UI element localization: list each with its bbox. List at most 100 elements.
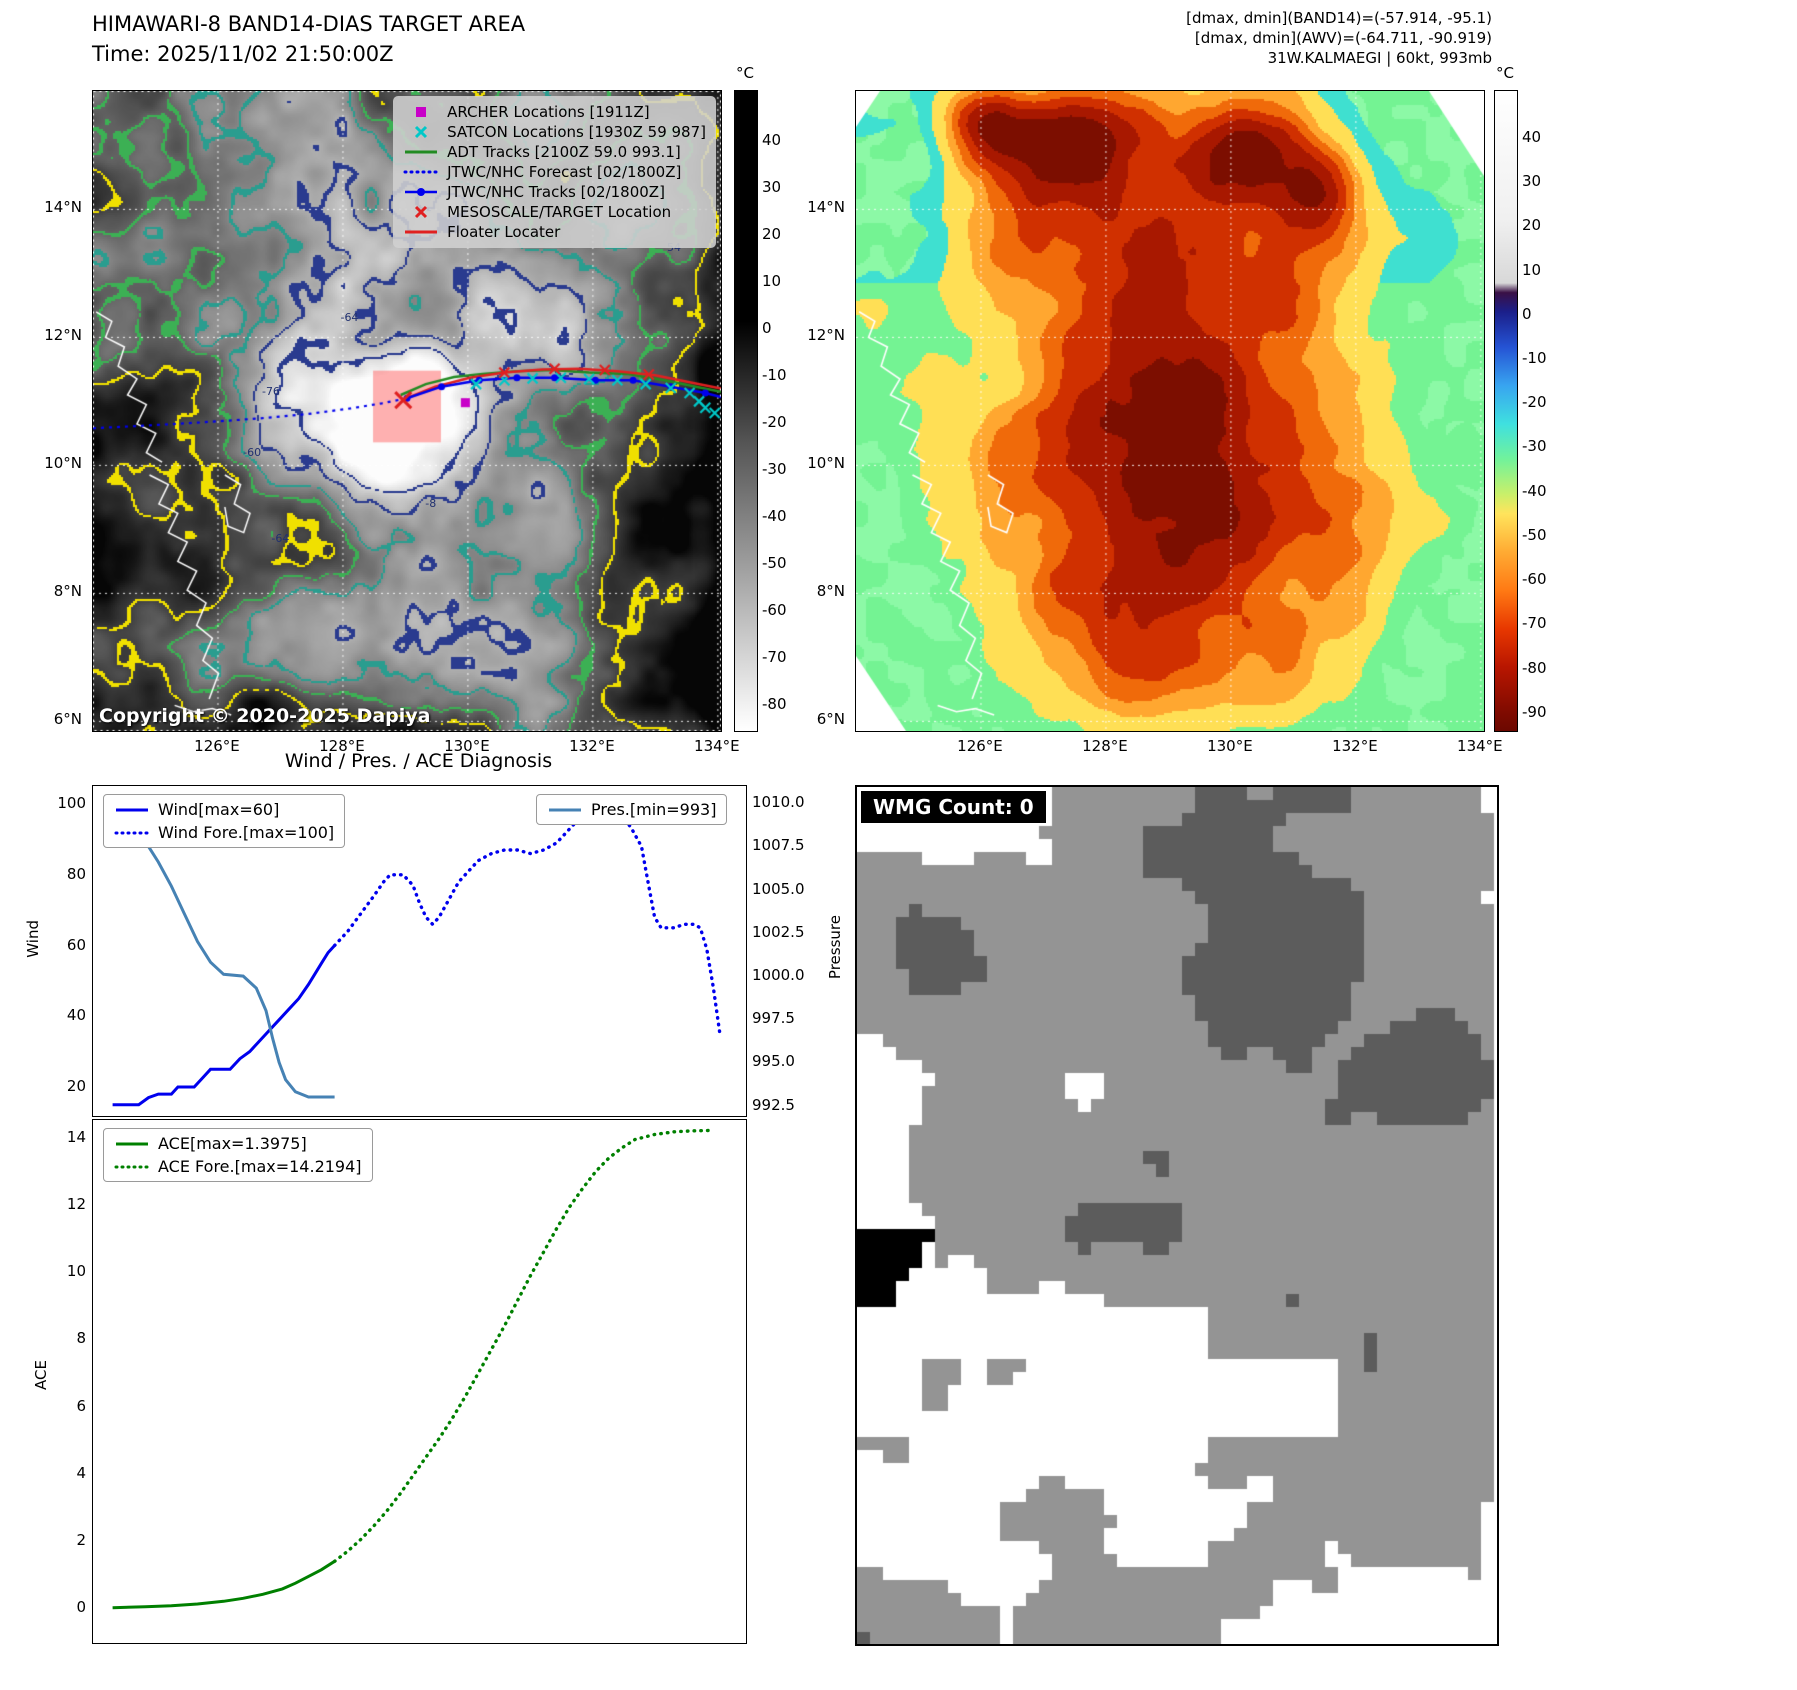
colorbar-tick-label: -20 (1522, 393, 1547, 412)
axis-tick-label: 12°N (807, 326, 845, 345)
chart-legend-item: Pres.[min=993] (547, 800, 716, 819)
ace-ytick-label: 12 (66, 1195, 86, 1214)
legend-item: ADT Tracks [2100Z 59.0 993.1] (403, 143, 706, 161)
ace-axis-label: ACE (32, 1360, 50, 1390)
legend-item-label: ADT Tracks [2100Z 59.0 993.1] (447, 143, 681, 161)
series-ace-max-1-3975- (112, 1560, 336, 1610)
colorbar-tick-label: -30 (762, 460, 787, 478)
ace-ytick-label: 10 (66, 1262, 86, 1281)
awv-satellite-canvas (856, 91, 1484, 731)
legend-item-label: JTWC/NHC Tracks [02/1800Z] (447, 183, 665, 201)
pressure-ytick-label: 1007.5 (752, 836, 805, 855)
series-ace-fore-max-14-2194- (332, 1128, 716, 1563)
legend-item: Floater Locater (403, 223, 706, 241)
axis-tick-label: 14°N (44, 198, 82, 217)
colorbar-tick-label: -30 (1522, 437, 1547, 456)
colorbar-tick-label: -40 (1522, 481, 1547, 500)
legend-item: SATCON Locations [1930Z 59 987] (403, 123, 706, 141)
x-marker-icon (415, 125, 428, 139)
legend-item-label: MESOSCALE/TARGET Location (447, 203, 672, 221)
colorbar-tick-label: 10 (762, 271, 782, 290)
square-marker-icon (416, 107, 427, 117)
colorbar-tick-label: -20 (762, 412, 787, 431)
chart-legend-item: ACE[max=1.3975] (114, 1134, 362, 1153)
line-marker-icon (405, 230, 438, 234)
legend-item: JTWC/NHC Tracks [02/1800Z] (403, 183, 706, 201)
axis-tick-label: 130°E (444, 737, 490, 755)
ace-ytick-label: 14 (66, 1127, 86, 1146)
colorbar-tick-label: 30 (762, 177, 782, 196)
line-dot-marker-icon (405, 188, 438, 196)
line-marker-icon (116, 1142, 148, 1145)
axis-tick-label: 128°E (319, 737, 365, 755)
axis-tick-label: 6°N (816, 710, 845, 729)
colorbar-tick-label: 10 (1522, 260, 1542, 279)
axis-tick-label: 130°E (1207, 737, 1253, 755)
band14-legend: ARCHER Locations [1911Z] SATCON Locations… (393, 96, 716, 248)
chart-legend-item: Wind Fore.[max=100] (114, 823, 334, 842)
colorbar-tick-label: -60 (762, 601, 787, 620)
chart-legend-item: Wind[max=60] (114, 800, 334, 819)
band14-copyright: Copyright © 2020-2025 Dapiya (99, 705, 431, 727)
awv-header-line-3: 31W.KALMAEGI | 60kt, 993mb (1267, 49, 1492, 67)
chart-legend-label: ACE Fore.[max=14.2194] (158, 1157, 362, 1176)
colorbar-tick-label: -50 (762, 554, 787, 573)
pressure-ytick-label: 1010.0 (752, 793, 805, 812)
line-marker-icon (405, 150, 438, 154)
ace-ytick-label: 2 (76, 1531, 86, 1550)
diagnosis-title: Wind / Pres. / ACE Diagnosis (284, 750, 553, 772)
awv-colorbar-unit: °C (1496, 64, 1514, 82)
x-marker-icon (415, 205, 428, 219)
contour-label: -8 (425, 496, 437, 510)
pressure-ytick-label: 995.0 (752, 1052, 795, 1071)
dotted-marker-icon (403, 170, 439, 174)
pressure-ytick-label: 1002.5 (752, 922, 805, 941)
axis-tick-label: 8°N (53, 582, 82, 601)
series-wind-fore-max-100- (332, 802, 722, 1036)
ace-ytick-label: 6 (76, 1396, 86, 1415)
axis-tick-label: 134°E (1457, 737, 1503, 755)
chart-legend-item: ACE Fore.[max=14.2194] (114, 1157, 362, 1176)
colorbar-tick-label: 20 (1522, 216, 1542, 235)
axis-tick-label: 14°N (807, 198, 845, 217)
colorbar-tick-label: -70 (762, 648, 787, 667)
axis-tick-label: 12°N (44, 326, 82, 345)
band14-colorbar-unit: °C (736, 64, 754, 82)
axis-tick-label: 126°E (957, 737, 1003, 755)
wind-axis-label: Wind (24, 920, 42, 958)
ace-chart: ACE[max=1.3975] ACE Fore.[max=14.2194] (92, 1119, 747, 1644)
colorbar-tick-label: -10 (762, 365, 787, 384)
awv-map (855, 90, 1485, 732)
chart-legend-label: ACE[max=1.3975] (158, 1134, 307, 1153)
wmg-panel: WMG Count: 0 (855, 785, 1499, 1646)
dotted-marker-icon (114, 831, 150, 834)
legend-item: JTWC/NHC Forecast [02/1800Z] (403, 163, 706, 181)
axis-tick-label: 132°E (569, 737, 615, 755)
wmg-count-badge: WMG Count: 0 (861, 791, 1046, 823)
colorbar-tick-label: -60 (1522, 570, 1547, 589)
axis-tick-label: 134°E (694, 737, 740, 755)
band14-colorbar (734, 90, 758, 732)
axis-tick-label: 8°N (816, 582, 845, 601)
band14-title: HIMAWARI-8 BAND14-DIAS TARGET AREA (92, 12, 526, 36)
colorbar-tick-label: 20 (762, 224, 782, 243)
pressure-axis-label: Pressure (826, 915, 844, 980)
band14-subtitle: Time: 2025/11/02 21:50:00Z (92, 42, 394, 66)
colorbar-tick-label: -40 (762, 507, 787, 526)
legend-item-label: ARCHER Locations [1911Z] (447, 103, 650, 121)
chart-legend: Pres.[min=993] (536, 794, 728, 825)
legend-item-label: SATCON Locations [1930Z 59 987] (447, 123, 706, 141)
chart-legend-label: Pres.[min=993] (591, 800, 717, 819)
pressure-ytick-label: 997.5 (752, 1009, 795, 1028)
legend-item: MESOSCALE/TARGET Location (403, 203, 706, 221)
wind-ytick-label: 100 (57, 794, 86, 813)
axis-tick-label: 128°E (1082, 737, 1128, 755)
line-marker-icon (116, 808, 148, 811)
contour-label: -64 (340, 311, 359, 325)
ace-plot (112, 1128, 716, 1610)
awv-header-line-2: [dmax, dmin](AWV)=(-64.711, -90.919) (1194, 29, 1492, 47)
wind-ytick-label: 80 (66, 864, 86, 883)
axis-tick-label: 126°E (194, 737, 240, 755)
wind-ytick-label: 20 (66, 1076, 86, 1095)
colorbar-tick-label: 0 (1522, 304, 1532, 323)
